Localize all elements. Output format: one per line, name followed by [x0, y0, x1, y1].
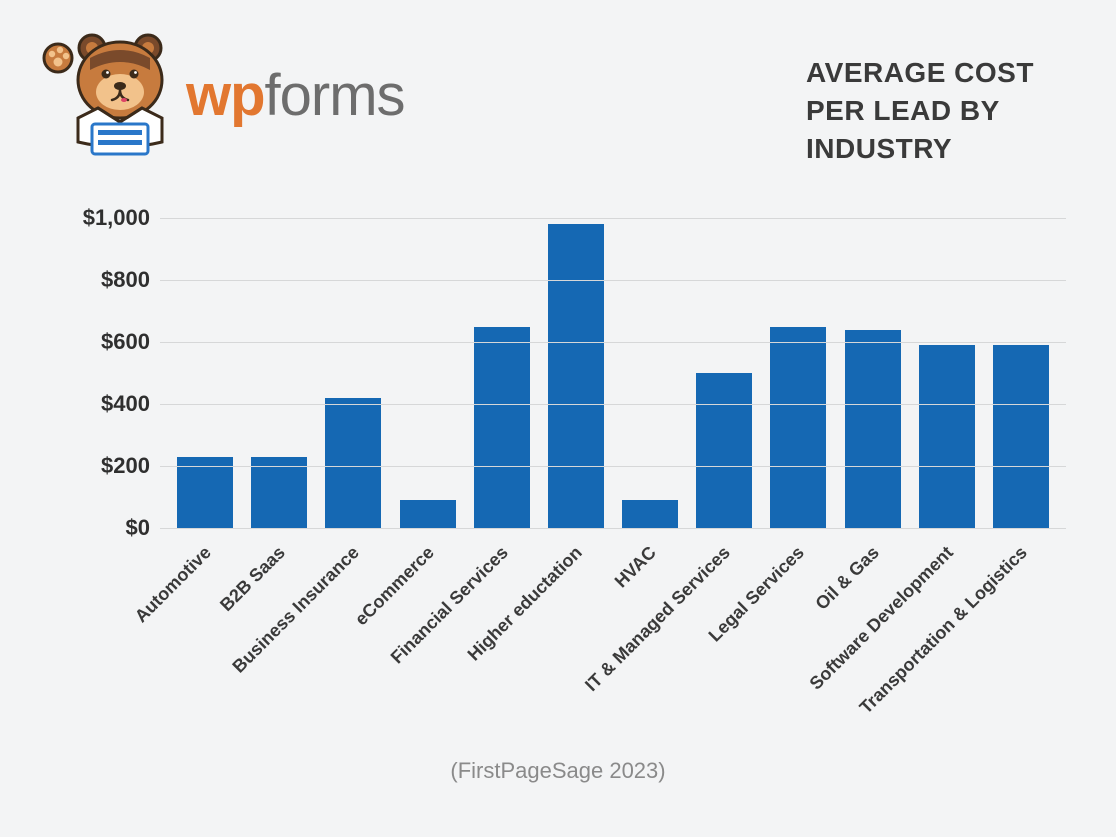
bar — [919, 345, 975, 528]
bar-slot — [242, 457, 316, 528]
bar-slot — [391, 500, 465, 528]
bar — [474, 327, 530, 529]
bar — [770, 327, 826, 529]
logo-text-wp: wp — [186, 63, 265, 128]
gridline — [160, 466, 1066, 467]
y-tick-label: $800 — [50, 267, 150, 293]
mascot-icon — [40, 30, 180, 160]
gridline — [160, 528, 1066, 529]
x-tick-label: HVAC — [611, 538, 665, 592]
gridline — [160, 404, 1066, 405]
y-tick-label: $0 — [50, 515, 150, 541]
bar-slot — [687, 373, 761, 528]
gridline — [160, 218, 1066, 219]
y-tick-label: $600 — [50, 329, 150, 355]
y-tick-label: $200 — [50, 453, 150, 479]
bar-slot — [465, 327, 539, 529]
bar-slot — [761, 327, 835, 529]
bar — [993, 345, 1049, 528]
gridline — [160, 342, 1066, 343]
bar — [325, 398, 381, 528]
y-tick-label: $1,000 — [50, 205, 150, 231]
plot-area: $0$200$400$600$800$1,000 — [160, 218, 1066, 528]
chart-title: AVERAGE COST PER LEAD BY INDUSTRY — [806, 54, 1076, 167]
bar-slot — [910, 345, 984, 528]
header: wpforms AVERAGE COST PER LEAD BY INDUSTR… — [40, 30, 1076, 170]
bars-container — [160, 218, 1066, 528]
y-tick-label: $400 — [50, 391, 150, 417]
x-tick-label: Financial Services — [386, 538, 516, 668]
bar — [251, 457, 307, 528]
bar — [177, 457, 233, 528]
logo-text-forms: forms — [265, 63, 405, 128]
gridline — [160, 280, 1066, 281]
source-citation: (FirstPageSage 2023) — [50, 758, 1066, 784]
bar-slot — [539, 224, 613, 528]
x-tick-label: Software Development — [805, 538, 961, 694]
wpforms-logo: wpforms — [40, 30, 405, 160]
bar-slot — [613, 500, 687, 528]
x-tick-label: Automotive — [131, 538, 220, 627]
bar — [845, 330, 901, 528]
x-tick-label: IT & Managed Services — [581, 538, 739, 696]
bar — [622, 500, 678, 528]
bar — [400, 500, 456, 528]
bar — [548, 224, 604, 528]
bar-slot — [984, 345, 1058, 528]
logo-text: wpforms — [186, 62, 405, 129]
x-tick-label: Oil & Gas — [811, 538, 887, 614]
x-tick-label: B2B Saas — [216, 538, 294, 616]
x-tick-label: Business Insurance — [229, 538, 368, 677]
bar-slot — [836, 330, 910, 528]
bar-chart: $0$200$400$600$800$1,000 AutomotiveB2B S… — [50, 218, 1066, 718]
bar — [696, 373, 752, 528]
bar-slot — [168, 457, 242, 528]
bar-slot — [316, 398, 390, 528]
